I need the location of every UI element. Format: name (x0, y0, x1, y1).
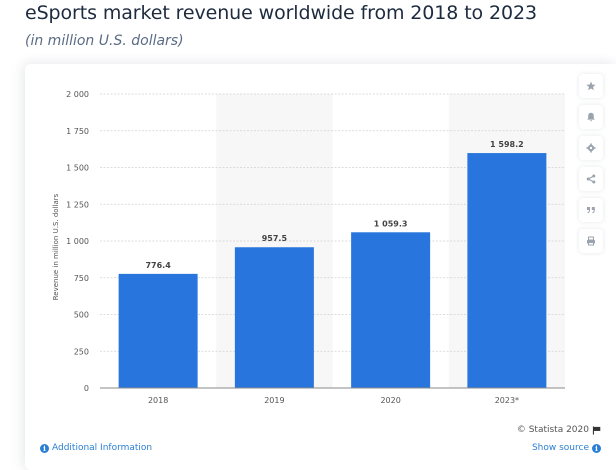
bar (118, 273, 198, 388)
y-tick-label: 250 (74, 347, 89, 356)
show-source-link[interactable]: Show source i (532, 443, 601, 453)
y-tick-label: 0 (84, 384, 89, 393)
y-tick-label: 1 000 (66, 237, 89, 246)
additional-information-label: Additional Information (52, 443, 153, 453)
y-tick-label: 1 750 (66, 127, 89, 136)
x-tick-label: 2023* (495, 396, 519, 405)
y-tick-label: 500 (74, 311, 89, 320)
show-source-label: Show source (531, 443, 589, 453)
data-label: 1 598.2 (490, 140, 524, 149)
data-label: 1 059.3 (374, 219, 408, 228)
data-label: 776.4 (145, 261, 171, 270)
data-label: 957.5 (262, 234, 288, 243)
print-icon (587, 236, 595, 246)
share-icon (586, 174, 596, 184)
quote-icon (587, 207, 595, 214)
y-tick-label: 2 000 (66, 90, 89, 99)
bar (234, 247, 314, 388)
y-tick-label: 1 500 (66, 164, 89, 173)
info-icon: i (592, 443, 601, 453)
favorite-button[interactable] (579, 74, 603, 98)
bar (351, 232, 431, 388)
x-tick-label: 2018 (148, 396, 168, 405)
bell-icon (587, 112, 595, 122)
chart-subtitle: (in million U.S. dollars) (25, 33, 184, 49)
bar (467, 153, 547, 388)
x-tick-label: 2020 (380, 396, 400, 405)
y-tick-label: 1 250 (66, 200, 89, 209)
chart-title: eSports market revenue worldwide from 20… (25, 2, 537, 24)
side-toolbar (579, 74, 605, 260)
info-icon: i (40, 443, 49, 453)
flag-icon[interactable] (592, 425, 601, 435)
cite-button[interactable] (579, 198, 603, 222)
notification-button[interactable] (579, 105, 603, 129)
copyright-label: © Statista 2020 (516, 425, 589, 435)
star-icon (586, 81, 596, 91)
x-tick-label: 2019 (264, 396, 284, 405)
copyright: © Statista 2020 (517, 425, 601, 435)
additional-information-link[interactable]: i Additional Information (40, 443, 152, 453)
settings-button[interactable] (579, 136, 603, 160)
y-tick-label: 750 (74, 274, 89, 283)
share-button[interactable] (579, 167, 603, 191)
print-button[interactable] (579, 229, 603, 253)
gear-icon (586, 143, 596, 153)
y-axis-label: Revenue in million U.S. dollars (52, 193, 60, 300)
